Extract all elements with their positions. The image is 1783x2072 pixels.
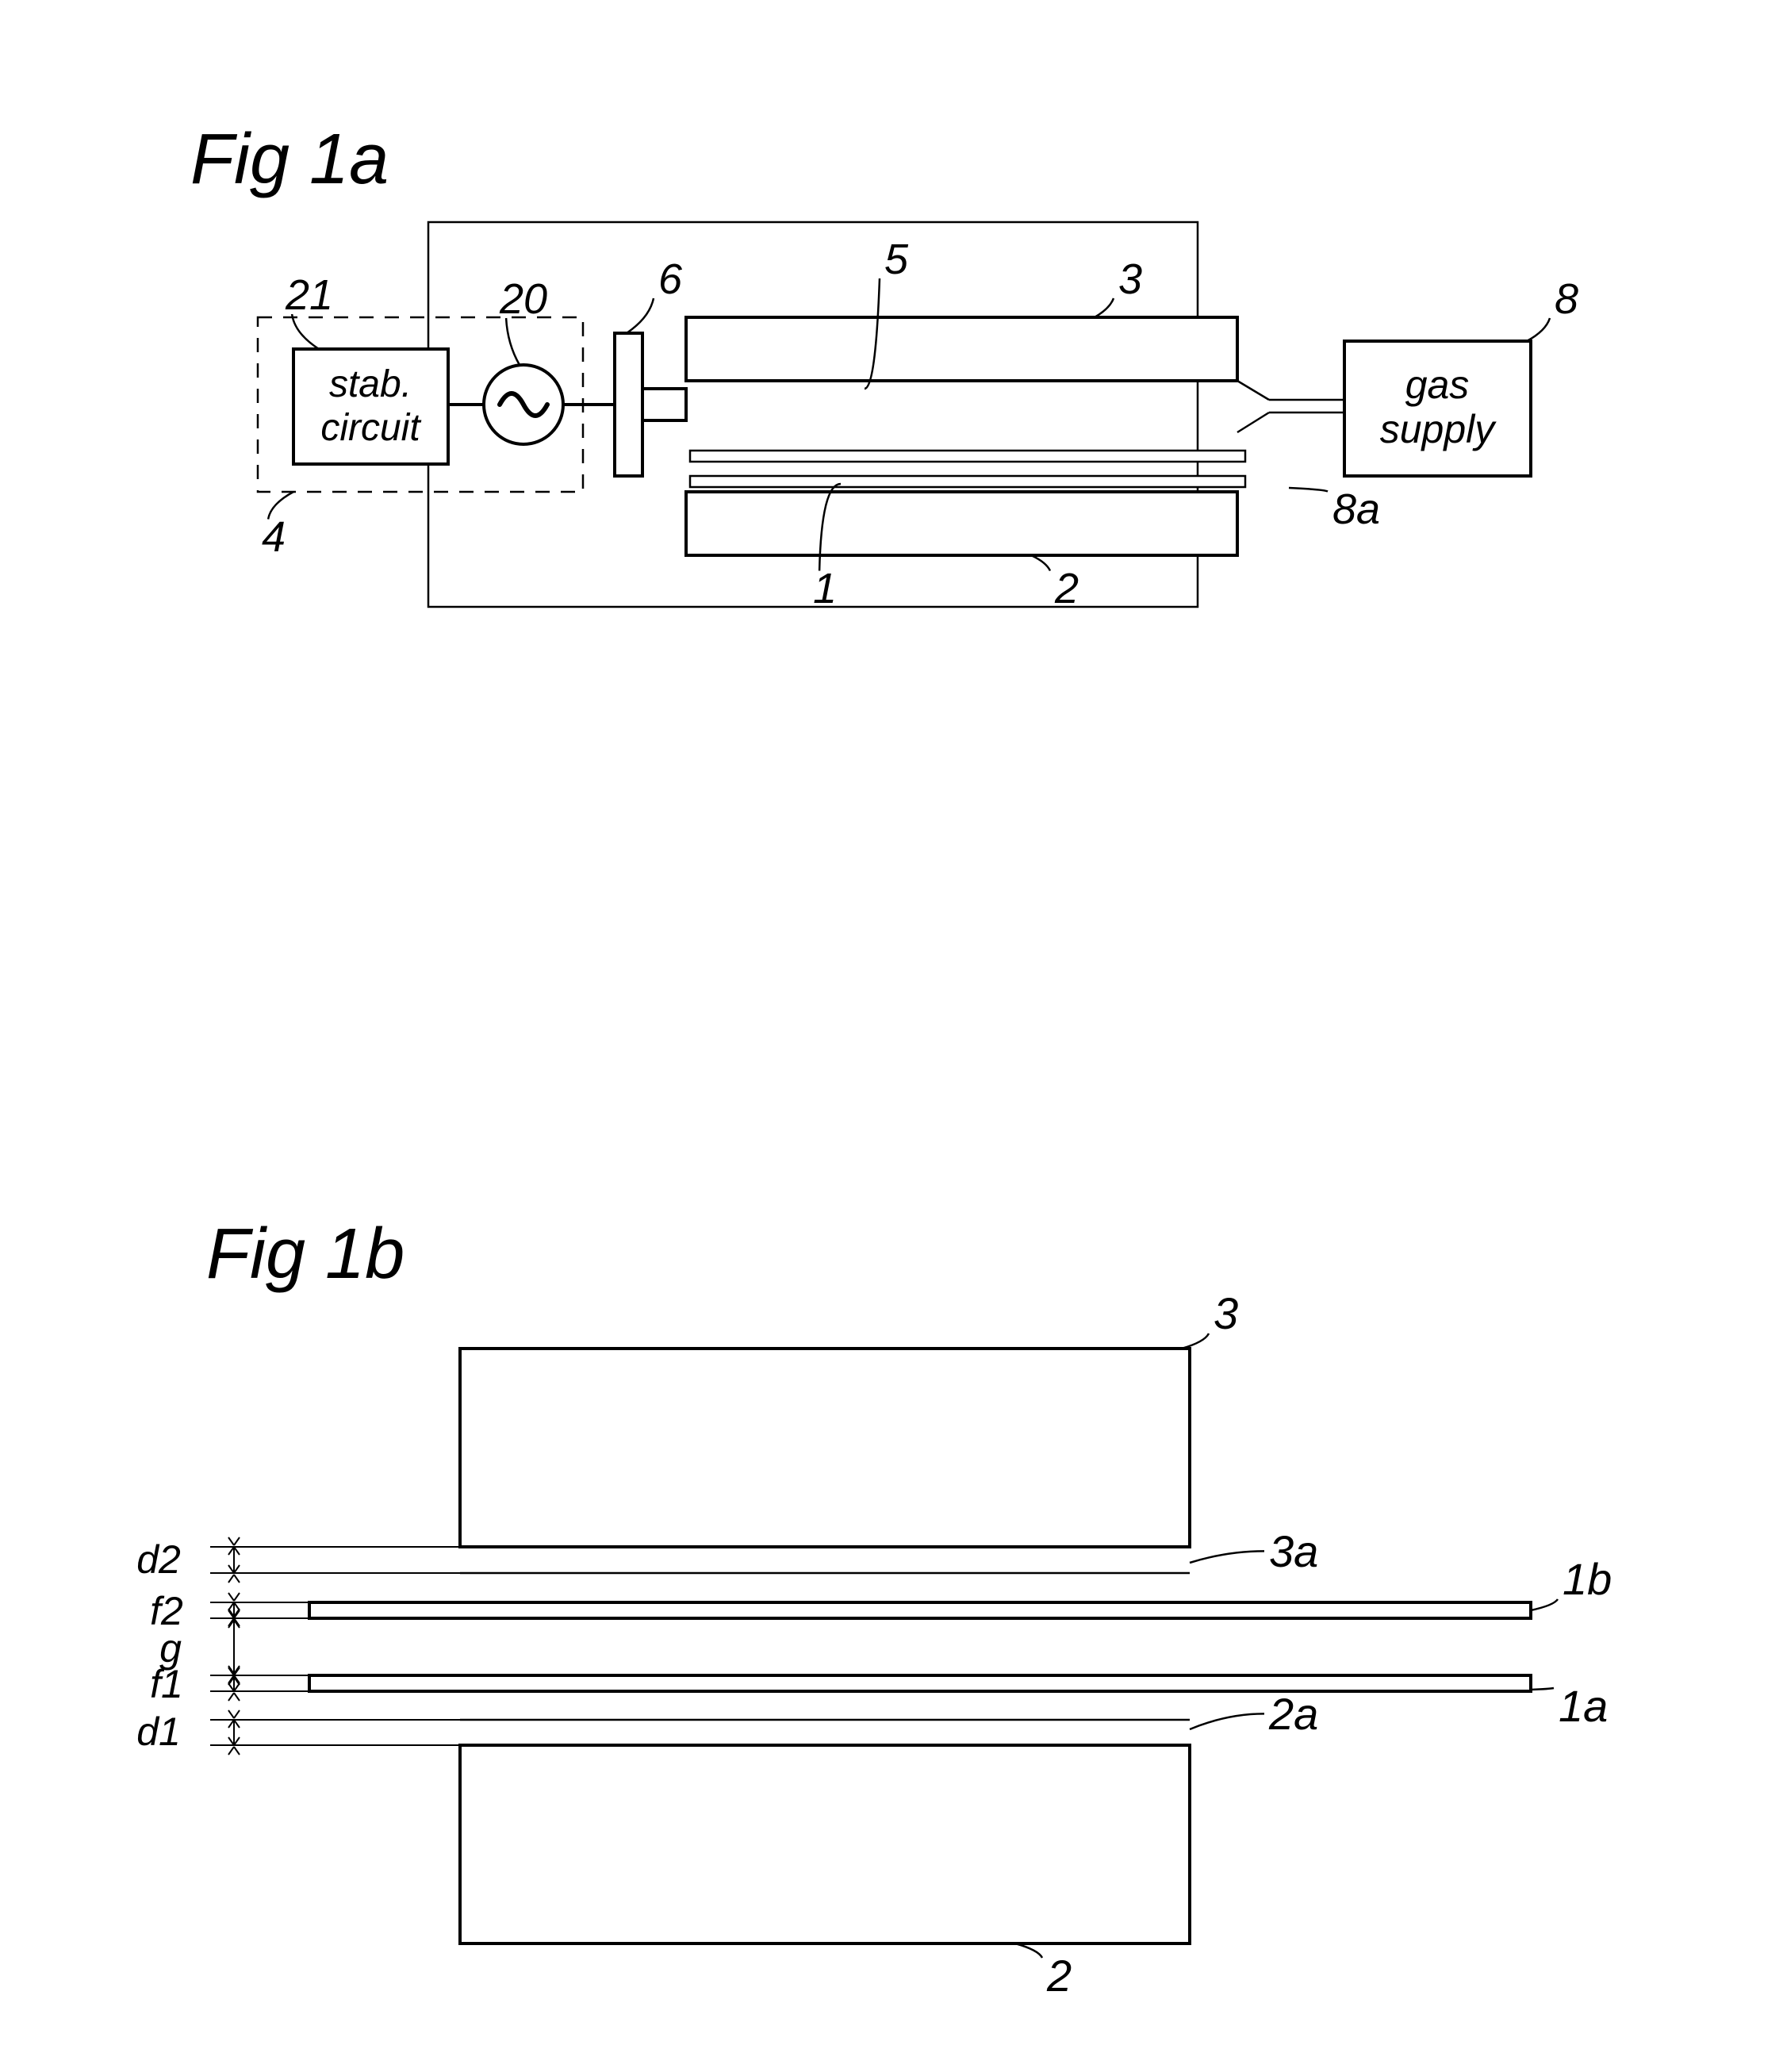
svg-text:3: 3: [1214, 1288, 1238, 1338]
svg-text:8: 8: [1555, 275, 1578, 323]
svg-text:f1: f1: [150, 1662, 183, 1706]
svg-text:supply: supply: [1380, 407, 1497, 451]
svg-text:2a: 2a: [1268, 1689, 1318, 1739]
fig1a-diagram: stab.circuit gassupply 21 20 6 5 3 8 8a 4 1 2: [0, 0, 1783, 714]
svg-text:d2: d2: [136, 1537, 181, 1582]
svg-text:2: 2: [1054, 565, 1079, 612]
svg-text:stab.: stab.: [329, 363, 412, 405]
fig1b-diagram: d2f2gf1d133a1b1a2a2: [0, 1237, 1783, 2072]
svg-text:circuit: circuit: [320, 407, 421, 449]
svg-text:21: 21: [285, 271, 333, 319]
svg-text:1: 1: [813, 565, 837, 612]
svg-text:d1: d1: [136, 1709, 181, 1754]
svg-text:1a: 1a: [1559, 1681, 1608, 1731]
svg-text:20: 20: [499, 275, 547, 323]
svg-text:2: 2: [1046, 1951, 1072, 2001]
svg-text:8a: 8a: [1332, 485, 1380, 533]
svg-text:3: 3: [1118, 255, 1142, 303]
svg-text:1b: 1b: [1563, 1554, 1612, 1604]
svg-text:6: 6: [658, 255, 683, 303]
svg-text:4: 4: [262, 513, 286, 561]
svg-text:3a: 3a: [1269, 1526, 1318, 1576]
svg-text:gas: gas: [1405, 363, 1470, 407]
svg-text:5: 5: [884, 236, 909, 283]
